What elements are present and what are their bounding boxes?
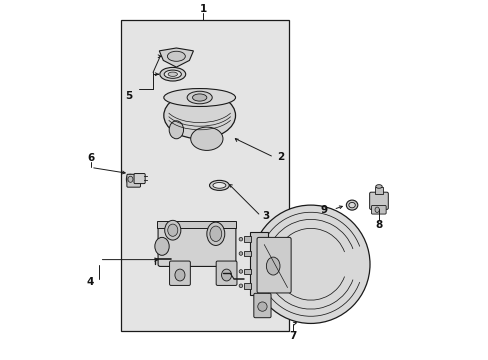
Text: 3: 3	[262, 211, 269, 221]
Polygon shape	[159, 48, 193, 67]
Ellipse shape	[348, 202, 355, 208]
Ellipse shape	[206, 222, 224, 246]
Ellipse shape	[239, 252, 242, 255]
Ellipse shape	[221, 269, 231, 281]
Bar	[244, 269, 250, 274]
Text: 5: 5	[125, 91, 132, 101]
Text: 9: 9	[320, 206, 327, 216]
Ellipse shape	[128, 176, 133, 182]
Circle shape	[257, 302, 266, 311]
Ellipse shape	[163, 89, 235, 107]
Bar	[249, 232, 267, 295]
Bar	[244, 283, 250, 289]
Ellipse shape	[164, 220, 181, 240]
Text: 7: 7	[288, 331, 296, 341]
Text: 1: 1	[199, 4, 206, 14]
Ellipse shape	[167, 224, 178, 236]
FancyBboxPatch shape	[134, 174, 145, 184]
Ellipse shape	[266, 257, 280, 275]
Bar	[374, 187, 383, 194]
FancyBboxPatch shape	[371, 206, 386, 214]
FancyBboxPatch shape	[158, 225, 235, 266]
Bar	[121, 21, 289, 330]
Ellipse shape	[209, 226, 221, 242]
Ellipse shape	[212, 183, 225, 188]
Ellipse shape	[167, 51, 185, 61]
Ellipse shape	[126, 174, 134, 184]
FancyBboxPatch shape	[253, 293, 270, 318]
Bar	[244, 236, 250, 242]
Ellipse shape	[239, 284, 242, 288]
Ellipse shape	[160, 67, 185, 81]
Ellipse shape	[155, 237, 169, 255]
Text: 8: 8	[375, 220, 382, 230]
Ellipse shape	[374, 207, 379, 212]
FancyBboxPatch shape	[257, 237, 290, 293]
Bar	[244, 251, 250, 256]
Ellipse shape	[192, 94, 206, 101]
FancyBboxPatch shape	[126, 174, 140, 187]
Ellipse shape	[168, 72, 177, 76]
Ellipse shape	[375, 185, 382, 188]
Ellipse shape	[187, 91, 212, 104]
Ellipse shape	[163, 92, 235, 139]
Ellipse shape	[346, 200, 357, 210]
FancyBboxPatch shape	[369, 192, 387, 210]
Ellipse shape	[239, 270, 242, 273]
Circle shape	[251, 205, 369, 323]
Bar	[156, 221, 235, 228]
FancyBboxPatch shape	[216, 261, 237, 285]
Ellipse shape	[164, 70, 181, 78]
Ellipse shape	[239, 237, 242, 241]
Text: 4: 4	[86, 277, 94, 287]
FancyBboxPatch shape	[169, 261, 190, 285]
Text: 6: 6	[87, 153, 95, 163]
Ellipse shape	[190, 127, 223, 150]
Ellipse shape	[209, 180, 229, 190]
Ellipse shape	[169, 121, 183, 139]
Ellipse shape	[175, 269, 184, 281]
Text: 2: 2	[276, 152, 284, 162]
